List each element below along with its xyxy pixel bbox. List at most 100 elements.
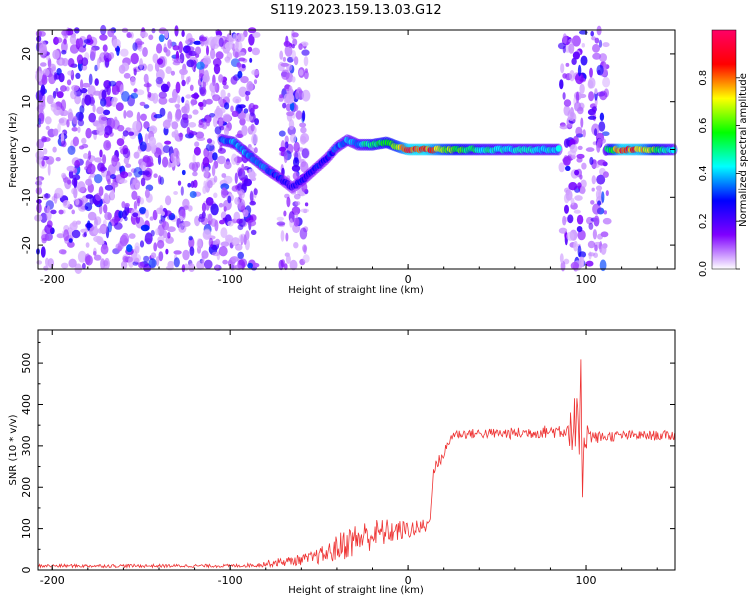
spectrogram-noise-cell [60, 99, 67, 111]
spectrogram-noise-cell [89, 195, 94, 205]
spectrogram-noise-cell [87, 211, 97, 221]
spectrogram-noise-cell [78, 45, 87, 53]
spectrogram-noise-cell [170, 152, 175, 163]
spectrogram-noise-cell [559, 253, 564, 264]
spectrogram-noise-cell [107, 212, 112, 220]
spectrogram-noise-cell [600, 231, 609, 238]
spectrogram-noise-cell [143, 255, 150, 263]
spectrogram-noise-cell [183, 205, 189, 211]
spectrogram-noise-cell [235, 39, 239, 51]
spectrogram-noise-cell [40, 212, 48, 223]
spectrogram-noise-cell [112, 38, 121, 49]
spectrogram-noise-cell [58, 72, 65, 83]
spectrogram-noise-cell [587, 240, 596, 249]
spectrogram-noise-cell [204, 114, 212, 124]
spectrogram-noise-cell [300, 161, 309, 173]
spectrogram-noise-cell [116, 45, 120, 56]
spectrogram-noise-cell [220, 241, 230, 247]
spectrogram-noise-cell [68, 170, 74, 179]
spectrogram-noise-cell [249, 57, 253, 63]
y-tick-label: 400 [20, 394, 33, 415]
spectrogram-noise-cell [161, 219, 166, 228]
spectrogram-noise-cell [102, 109, 111, 116]
spectrogram-noise-cell [237, 33, 245, 42]
spectrogram-trace-cell [555, 145, 562, 152]
spectrogram-noise-cell [35, 177, 43, 189]
spectrogram-noise-cell [207, 213, 213, 226]
spectrogram-noise-cell [574, 169, 580, 176]
spectrogram-noise-cell [156, 58, 164, 65]
spectrogram-noise-cell [594, 128, 598, 137]
spectrogram-noise-cell [571, 57, 577, 65]
spectrogram-noise-cell [565, 62, 570, 67]
spectrogram-noise-cell [291, 76, 296, 83]
spectrogram-noise-cell [295, 212, 299, 218]
spectrogram-noise-cell [295, 90, 300, 100]
spectrogram-noise-cell [52, 146, 57, 153]
spectrogram-noise-cell [162, 156, 169, 168]
spectrogram-noise-cell [560, 63, 565, 74]
spectrogram-noise-cell [598, 189, 602, 201]
spectrogram-noise-cell [113, 222, 123, 230]
spectrogram-noise-cell [173, 191, 179, 195]
spectrogram-noise-cell [135, 183, 140, 190]
spectrogram-noise-cell [85, 254, 93, 266]
spectrogram-noise-cell [303, 56, 309, 67]
spectrogram-noise-cell [188, 122, 197, 128]
spectrogram-noise-cell [214, 219, 219, 232]
spectrogram-noise-cell [42, 148, 48, 155]
colorbar-ticks: 0.0 0.2 0.4 0.6 0.8 [698, 70, 740, 277]
spectrogram-noise-cell [136, 149, 142, 154]
spectrogram-noise-cell [55, 157, 61, 162]
spectrogram-noise-cell [153, 173, 158, 178]
spectrogram-noise-cell [592, 52, 602, 60]
spectrogram-noise-cell [104, 125, 113, 136]
spectrogram-noise-cell [55, 37, 63, 44]
spectrogram-noise-cell [237, 202, 246, 210]
spectrogram-noise-cell [566, 231, 575, 241]
spectrogram-noise-cell [53, 72, 58, 81]
x-tick-label: -200 [40, 574, 65, 587]
spectrogram-noise-cell [594, 244, 598, 252]
spectrogram-noise-cell [117, 124, 125, 132]
spectrogram-noise-cell [159, 176, 165, 185]
spectrogram-noise-cell [599, 259, 607, 272]
spectrogram-noise-cell [139, 197, 145, 205]
spectrogram-noise-cell [50, 209, 57, 215]
spectrogram-noise-cell [96, 106, 104, 115]
spectrogram-noise-cell [125, 163, 132, 168]
y-tick-label: 0 [20, 146, 33, 153]
spectrogram-noise-cell [72, 115, 78, 125]
spectrogram-noise-cell [580, 117, 584, 128]
spectrogram-noise-cell [293, 217, 300, 227]
spectrogram-noise-cell [276, 221, 286, 226]
spectrogram-noise-cell [123, 110, 127, 119]
spectrogram-noise-cell [221, 173, 227, 178]
spectrogram-noise-cell [249, 214, 257, 222]
spectrogram-noise-cell [289, 218, 293, 228]
spectrogram-y-axis-label: Frequency (Hz) [8, 112, 19, 188]
spectrogram-noise-cell [209, 82, 217, 93]
spectrogram-noise-cell [80, 79, 84, 90]
spectrogram-noise-cell [81, 57, 89, 67]
spectrogram-noise-cell [295, 110, 303, 120]
spectrogram-noise-cell [580, 179, 587, 189]
spectrogram-noise-cell [196, 136, 206, 141]
spectrogram-noise-cell [111, 84, 117, 95]
spectrogram-noise-cell [284, 135, 289, 144]
spectrogram-noise-cell [136, 111, 141, 124]
spectrogram-noise-cell [579, 83, 585, 94]
spectrogram-noise-cell [284, 141, 289, 149]
spectrogram-noise-cell [234, 51, 239, 59]
spectrogram-noise-cell [135, 41, 145, 46]
spectrogram-noise-cell [111, 96, 117, 107]
spectrogram-noise-cell [241, 163, 245, 173]
spectrogram-noise-cell [284, 263, 288, 271]
spectrogram-noise-cell [107, 28, 115, 38]
spectrogram-noise-cell [140, 224, 150, 232]
spectrogram-noise-cell [155, 228, 160, 236]
spectrogram-noise-cell [76, 181, 86, 193]
spectrogram-noise-cell [44, 116, 52, 125]
spectrogram-noise-cell [167, 161, 172, 168]
